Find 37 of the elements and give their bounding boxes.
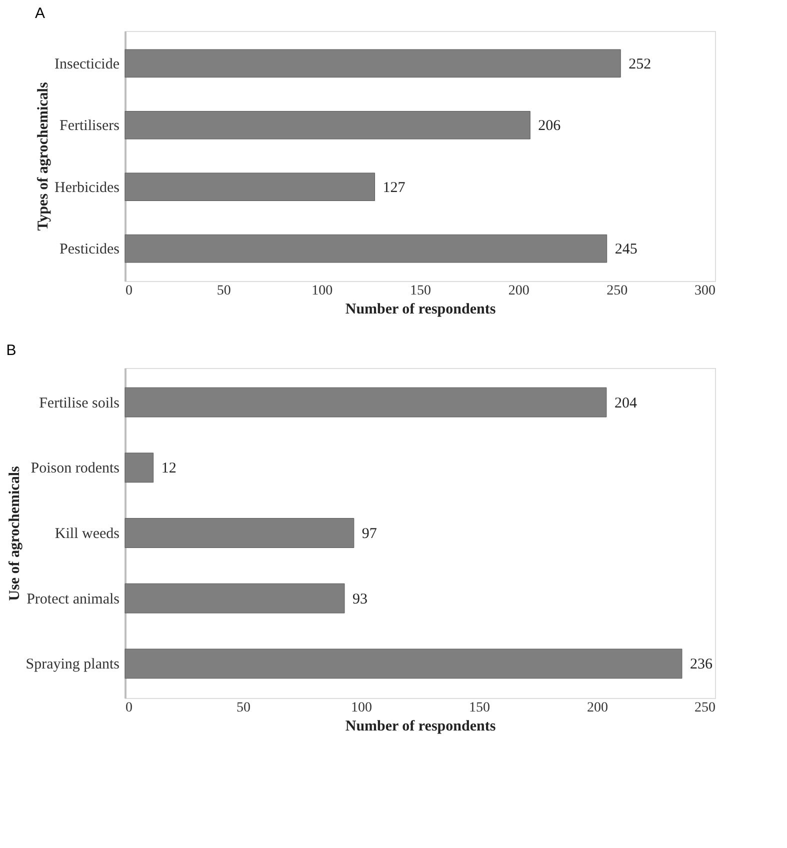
data-label: 12	[161, 460, 176, 477]
y-tick-label: Insecticide	[54, 56, 120, 72]
data-label: 204	[614, 395, 638, 412]
x-tick-label: 50	[216, 284, 231, 298]
x-tick-label: 200	[587, 700, 608, 716]
y-axis-title: Use of agrochemicals	[6, 466, 23, 601]
x-tick-label: 150	[469, 700, 490, 716]
y-tick-label: Herbicides	[54, 180, 120, 196]
y-tick-label: Pesticides	[60, 242, 120, 258]
y-axis-title: Types of agrochemicals	[36, 82, 52, 231]
x-axis-title: Number of respondents	[345, 302, 496, 318]
y-tick-label: Poison rodents	[30, 460, 120, 477]
x-tick-label: 50	[236, 700, 250, 716]
x-tick-label: 0	[126, 284, 132, 298]
x-tick-label: 0	[126, 700, 132, 716]
x-tick-label: 250	[694, 700, 716, 716]
x-tick-label: 150	[410, 284, 431, 298]
data-label: 127	[382, 180, 406, 196]
data-label: 252	[628, 56, 652, 72]
data-label: 97	[362, 526, 378, 542]
y-tick-label: Kill weeds	[54, 526, 120, 542]
x-tick-label: 100	[351, 700, 372, 716]
x-tick-label: 300	[694, 284, 716, 298]
y-tick-label: Spraying plants	[26, 656, 120, 673]
x-tick-label: 250	[606, 284, 628, 298]
y-tick-label: Fertilise soils	[39, 395, 120, 412]
y-tick-label: Fertilisers	[60, 118, 120, 134]
data-label: 206	[538, 118, 562, 134]
y-tick-label: Protect animals	[26, 591, 120, 608]
text: A	[35, 5, 46, 22]
x-tick-label: 100	[312, 284, 333, 298]
data-label: 236	[690, 656, 713, 673]
data-label: 93	[352, 591, 368, 608]
x-tick-label: 200	[508, 284, 530, 298]
x-axis-title: Number of respondents	[345, 718, 496, 734]
data-label: 245	[614, 242, 638, 258]
text: B	[6, 342, 16, 359]
